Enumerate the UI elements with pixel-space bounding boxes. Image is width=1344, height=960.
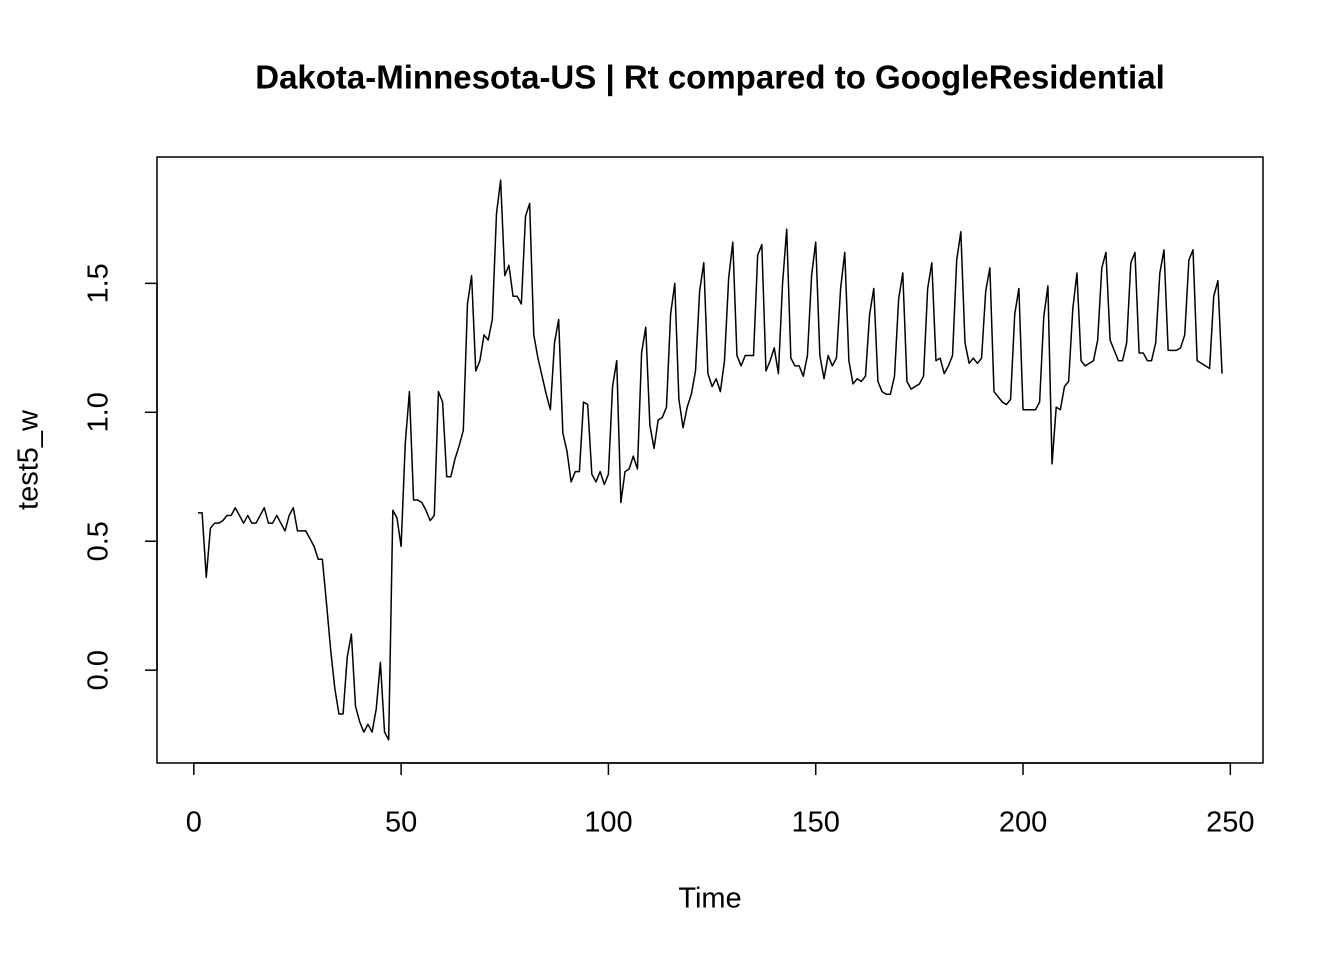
- x-tick-label: 0: [186, 807, 202, 839]
- x-tick-label: 150: [792, 807, 840, 839]
- y-tick-label: 0.0: [83, 650, 115, 690]
- x-tick-label: 100: [584, 807, 632, 839]
- chart-title: Dakota-Minnesota-US | Rt compared to Goo…: [255, 59, 1165, 96]
- y-axis-label: test5_w: [13, 409, 45, 510]
- x-tick-label: 250: [1206, 807, 1254, 839]
- x-axis-label: Time: [678, 883, 741, 915]
- data-line: [197, 179, 1223, 741]
- x-tick-label: 50: [385, 807, 417, 839]
- y-tick-label: 0.5: [83, 521, 115, 561]
- y-tick-label: 1.0: [83, 392, 115, 432]
- x-tick-label: 200: [999, 807, 1047, 839]
- y-tick-label: 1.5: [83, 263, 115, 303]
